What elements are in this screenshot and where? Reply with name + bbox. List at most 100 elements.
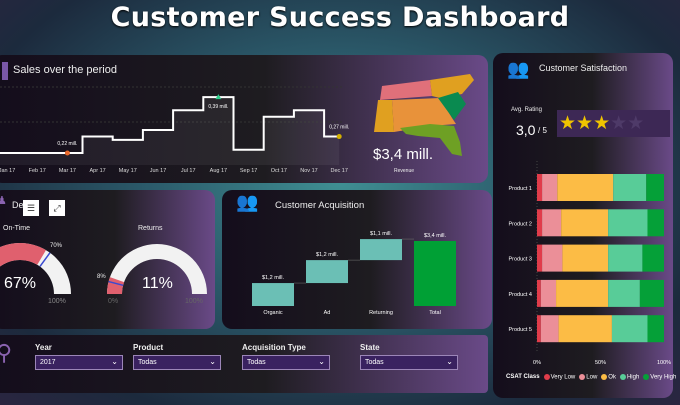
csat-bar-segment [557,174,614,201]
waterfall-bar [306,260,348,284]
filter-acquisition-type: Acquisition Type Todas ⌄ [242,343,330,370]
filter-dropdown[interactable]: Todas ⌄ [133,355,221,370]
ontime-label: On-Time [3,225,30,232]
filter-label: State [360,343,380,352]
filter-dropdown[interactable]: Todas ⌄ [360,355,458,370]
waterfall-chart: $1,2 mill. Organic $1,2 mill. Ad $1,1 mill. R… [252,231,456,316]
star-empty-icon: ★ [610,113,628,134]
returns-gauge-target-marker [108,280,124,287]
delivery-icon: ♟ [0,195,7,207]
avg-rating-max: / 5 [538,126,547,135]
category-label: Ad [324,310,331,316]
sales-line [0,96,340,154]
data-label: $1,2 mill. [262,275,284,281]
chevron-down-icon: ⌄ [318,357,325,366]
delivery-panel: ♟ De ☰ ⤢ On-Time Returns 67% 70% 100% 11… [0,190,215,329]
month-tick-label: Jul 17 [181,168,196,174]
chevron-down-icon: ⌄ [111,357,118,366]
ontime-value: 67% [4,275,37,292]
csat-bar-segment [646,174,664,201]
returns-target: 8% [97,274,106,280]
month-tick-label: May 17 [119,168,137,174]
avg-rating-label: Avg. Rating [511,107,542,113]
star-filled-icon: ★ [559,113,577,134]
chevron-down-icon: ⌄ [446,357,453,366]
legend-item: Very High [643,374,676,381]
month-tick-label: Nov 17 [300,168,317,174]
csat-bar-segment [542,209,562,237]
focus-mode-button[interactable]: ⤢ [49,200,65,216]
month-tick-label: Sep 17 [240,168,257,174]
revenue-value: $3,4 mill. [373,146,434,163]
returns-value: 11% [142,275,173,292]
map-state-alabama-georgia [392,98,456,132]
ontime-max: 100% [48,298,66,305]
waterfall-bar [360,239,402,261]
search-icon: ⚲ [0,340,13,365]
acquisition-title: Customer Acquisition [275,200,365,211]
month-tick-label: Jan 17 [0,168,15,174]
month-tick-label: Aug 17 [210,168,227,174]
star-empty-icon: ★ [627,113,645,134]
data-label: $3,4 mill. [424,233,446,239]
waterfall-bar [252,283,294,306]
product-label: Product 5 [508,327,532,333]
csat-bar-segment [537,174,543,201]
csat-bar-segment [611,315,648,343]
legend-swatch [543,374,550,380]
filter-year: Year 2017 ⌄ [35,343,123,370]
sales-icon [2,62,8,80]
legend-item: Low [579,374,597,381]
state-map [374,74,474,156]
category-label: Returning [369,310,393,316]
csat-bar-segment [537,244,543,272]
map-state-mississippi [374,100,394,132]
filter-product: Product Todas ⌄ [133,343,221,370]
category-label: Organic [263,310,283,316]
product-label: Product 4 [508,292,532,298]
csat-bar-segment [608,244,643,272]
waterfall-bar [414,241,456,306]
ontime-gauge-target-marker [39,252,51,267]
data-label: 0,22 mill. [57,141,77,147]
filter-dropdown[interactable]: 2017 ⌄ [35,355,123,370]
csat-legend: CSAT Class Very Low Low Ok High Very High [506,374,676,381]
legend-label: Very High [650,374,677,381]
filter-label: Acquisition Type [242,343,306,352]
month-tick-label: Apr 17 [89,168,105,174]
x-tick-label: 0% [533,360,541,366]
gauges [0,243,207,294]
csat-bar-chart: Product 1 Product 2 Product 3 Product 4 Prod… [508,161,671,366]
product-label: Product 3 [508,257,532,263]
ontime-target: 70% [50,243,63,249]
month-tick-label: Mar 17 [59,168,76,174]
returns-max: 100% [185,298,203,305]
csat-bar-segment [558,315,612,343]
product-label: Product 2 [508,221,532,227]
csat-bar-segment [537,279,541,307]
month-tick-label: Feb 17 [29,168,46,174]
filter-value: Todas [247,359,266,366]
csat-bar-segment [540,315,559,343]
csat-bar-segment [642,244,664,272]
csat-bar-segment [562,244,609,272]
filter-value: Todas [365,359,384,366]
star-filled-icon: ★ [576,113,594,134]
filter-dropdown[interactable]: Todas ⌄ [242,355,330,370]
filter-label: Product [133,343,164,352]
filter-visual-button[interactable]: ☰ [23,200,39,216]
map-state-virginia-nc [430,74,474,98]
chevron-down-icon: ⌄ [209,357,216,366]
legend-swatch [643,374,650,380]
point-marker [64,150,70,156]
max-marker [215,94,222,100]
returns-label: Returns [138,225,163,232]
csat-bar-segment [647,315,664,343]
ontime-gauge-fill [0,243,46,267]
data-label: 0,27 mill. [329,125,349,131]
data-label: 0,39 mill. [208,104,228,110]
csat-bar-segment [561,209,609,237]
point-marker [336,134,342,140]
sales-panel: Sales over the period Jan 17 Feb 17 Mar 17… [0,55,488,183]
sales-area [0,97,340,165]
